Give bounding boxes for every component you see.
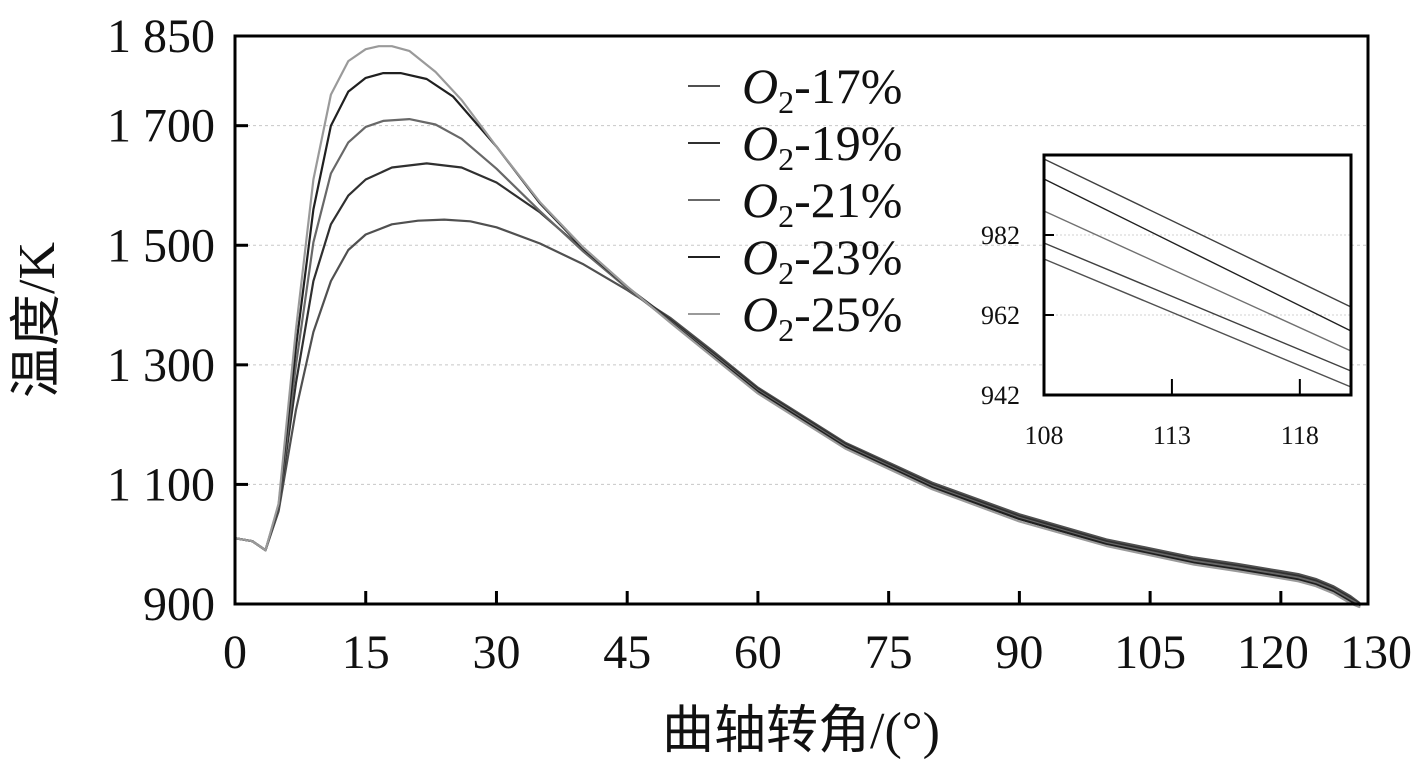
x-tick-label: 120 (1237, 626, 1309, 679)
inset-y-tick-label: 982 (981, 221, 1020, 250)
inset-x-tick-label: 118 (1281, 421, 1319, 450)
series-lines (233, 45, 1361, 609)
series-line-3 (233, 118, 1361, 606)
legend: O2-17%O2-19%O2-21%O2-23%O2-25% (688, 58, 902, 348)
inset-y-tick-label: 962 (981, 301, 1020, 330)
legend-entry-label: O2-21% (742, 172, 902, 234)
legend-entry-label: O2-25% (742, 286, 902, 348)
x-axis-label: 曲轴转角/(°) (662, 703, 940, 760)
legend-entry-label: O2-17% (742, 58, 902, 120)
inset-y-tick-label: 942 (981, 381, 1020, 410)
x-tick-label: 15 (342, 626, 390, 679)
x-tick-label: 105 (1114, 626, 1186, 679)
series-line-5 (233, 45, 1361, 609)
x-tick-label: 60 (734, 626, 782, 679)
inset-frame (1042, 153, 1353, 397)
axis-ticks: 900 1 100 1 300 1 500 1 700 1 850 0 15 30 45 60 75 9… (107, 10, 1412, 679)
y-tick-label: 900 (143, 578, 215, 631)
y-tick-label: 1 850 (107, 10, 215, 63)
inset-series-line-4 (1043, 242, 1352, 372)
y-tick-label: 1 700 (107, 100, 215, 153)
plot-frame (233, 34, 1370, 606)
x-tick-label: 75 (865, 626, 913, 679)
y-axis-label: 温度/K (9, 242, 66, 398)
y-tick-label: 1 100 (107, 458, 215, 511)
inset-grid-lines (1044, 234, 1351, 316)
inset-series-line-5 (1043, 258, 1352, 388)
y-tick-label: 1 500 (107, 219, 215, 272)
x-tick-label: 0 (223, 626, 247, 679)
inset-series-line-1 (1043, 158, 1352, 308)
inset-series-line-2 (1043, 178, 1352, 332)
x-tick-label: 45 (603, 626, 651, 679)
x-tick-label: 130 (1340, 626, 1412, 679)
inset-series-lines (1043, 158, 1352, 388)
series-line-1 (233, 218, 1361, 604)
inset-series-line-3 (1043, 210, 1352, 352)
y-tick-label: 1 300 (107, 339, 215, 392)
inset-chart: 942 962 982 108 113 118 (981, 153, 1353, 450)
x-tick-label: 30 (472, 626, 520, 679)
legend-entry-label: O2-19% (742, 115, 902, 177)
inset-x-tick-label: 113 (1153, 421, 1191, 450)
legend-entry-label: O2-23% (742, 229, 902, 291)
inset-axis-ticks: 942 962 982 108 113 118 (981, 221, 1319, 450)
x-tick-label: 90 (995, 626, 1043, 679)
inset-x-tick-label: 108 (1025, 421, 1064, 450)
